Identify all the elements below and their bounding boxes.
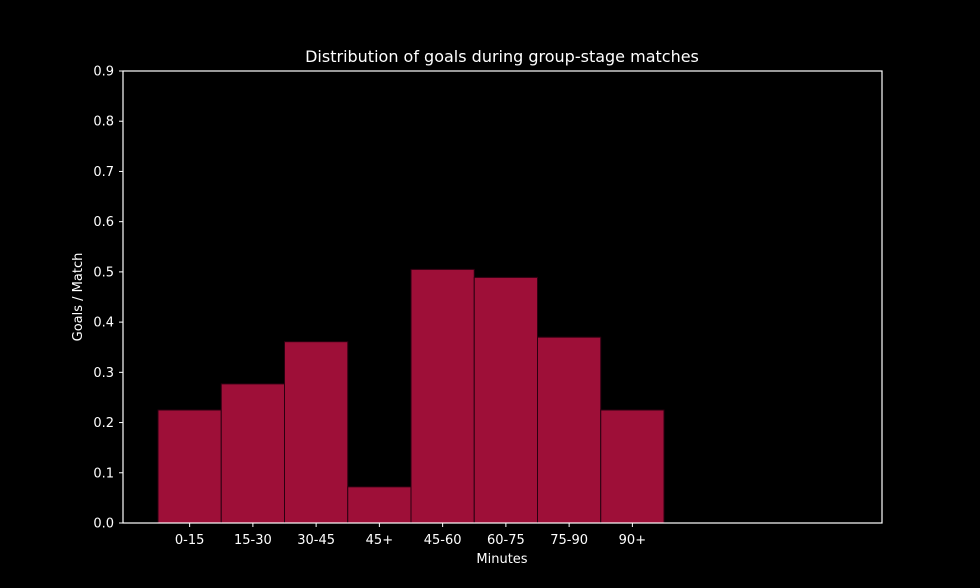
y-tick-label: 0.7 xyxy=(93,165,114,180)
bars-layer xyxy=(157,268,665,524)
x-tick-label: 45+ xyxy=(366,533,393,548)
y-tick-label: 0.4 xyxy=(93,316,114,331)
x-tick-label: 15-30 xyxy=(234,533,272,548)
y-tick-label: 0.8 xyxy=(93,115,114,130)
x-axis-label: Minutes xyxy=(476,552,527,567)
y-tick-label: 0.1 xyxy=(93,466,114,481)
chart-title: Distribution of goals during group-stage… xyxy=(305,47,699,66)
y-axis-ticks: 0.0 0.1 0.2 0.3 0.4 0.5 0.6 0.7 0.8 0.9 xyxy=(93,65,123,532)
x-tick-label: 45-60 xyxy=(424,533,462,548)
bar-60-75 xyxy=(473,276,538,524)
x-tick-label: 60-75 xyxy=(487,533,525,548)
y-tick-label: 0.9 xyxy=(93,65,114,80)
plot-frame xyxy=(122,70,883,524)
x-axis-ticks: 0-15 15-30 30-45 45+ 45-60 60-75 75-90 90+ xyxy=(175,523,646,548)
x-tick-label: 75-90 xyxy=(550,533,588,548)
y-tick-label: 0.3 xyxy=(93,366,114,381)
y-axis-label: Goals / Match xyxy=(71,253,86,342)
bar-45-60 xyxy=(410,268,475,524)
y-tick-label: 0.6 xyxy=(93,215,114,230)
bar-0-15 xyxy=(157,409,222,524)
bar-30-45 xyxy=(284,341,349,524)
bar-90plus xyxy=(600,409,665,524)
bar-75-90 xyxy=(537,336,602,524)
bar-45plus xyxy=(347,486,412,524)
y-tick-label: 0.5 xyxy=(93,265,114,280)
y-tick-label: 0.2 xyxy=(93,416,114,431)
x-tick-label: 30-45 xyxy=(297,533,335,548)
x-tick-label: 0-15 xyxy=(175,533,205,548)
bar-15-30 xyxy=(220,383,285,524)
x-tick-label: 90+ xyxy=(619,533,646,548)
y-tick-label: 0.0 xyxy=(93,517,114,532)
